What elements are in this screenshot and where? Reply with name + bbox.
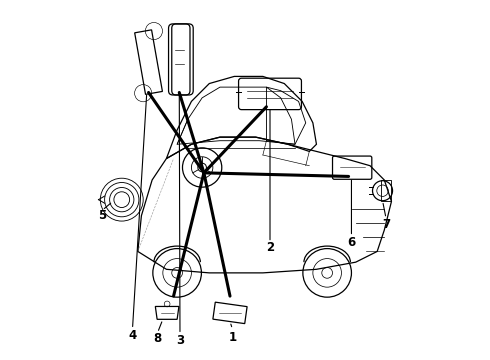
Text: 8: 8 [153,333,162,346]
Text: 2: 2 [266,241,274,255]
Text: 4: 4 [128,329,137,342]
Text: 7: 7 [382,218,390,231]
Text: 5: 5 [98,209,106,222]
Text: 3: 3 [176,334,184,347]
Text: 1: 1 [228,332,237,345]
Text: 6: 6 [347,236,356,249]
